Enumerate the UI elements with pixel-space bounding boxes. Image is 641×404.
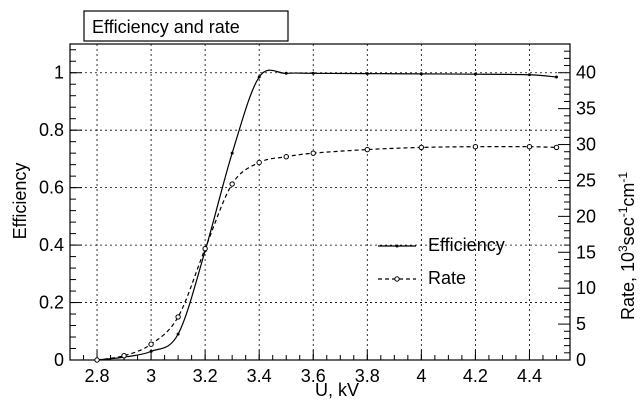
- data-point: [284, 71, 288, 75]
- x-tick-label: 3.2: [193, 366, 218, 386]
- data-point: [94, 357, 100, 363]
- y2-tick-label: 0: [576, 350, 586, 370]
- data-point: [527, 73, 531, 77]
- y2-axis-title: Rate, 103sec-1cm-1: [616, 172, 638, 320]
- data-point: [419, 72, 423, 76]
- data-point: [418, 144, 425, 151]
- y-tick-label: 0.4: [39, 235, 64, 255]
- data-point: [526, 144, 533, 150]
- legend-efficiency-marker: [395, 244, 399, 248]
- x-tick-label: 3.6: [301, 366, 326, 386]
- series-line-efficiency: [96, 69, 557, 361]
- legend-rate-marker: [394, 276, 400, 282]
- y-tick-label: 0.8: [39, 120, 64, 140]
- y-tick-label: 1: [54, 63, 64, 83]
- series-rate: [94, 144, 560, 363]
- data-point: [473, 72, 477, 76]
- data-point: [202, 245, 208, 252]
- series-efficiency: [95, 69, 558, 362]
- y2-tick-label: 15: [576, 242, 596, 262]
- data-point: [230, 151, 234, 155]
- y2-tick-label: 30: [576, 135, 596, 155]
- plot-frame: [69, 43, 571, 361]
- series-line-rate: [96, 146, 557, 361]
- chart-title: Efficiency and rate: [92, 17, 240, 37]
- x-tick-label: 4.4: [517, 366, 542, 386]
- x-tick-label: 4: [416, 366, 426, 386]
- data-point: [364, 146, 370, 153]
- data-point: [311, 71, 315, 75]
- tick-labels: 2.8 3 3.2 3.4 3.6 3.8 4 4.2 4.400.20.40.60.81051…: [39, 63, 596, 386]
- x-tick-label: 3: [146, 366, 156, 386]
- title-box: Efficiency and rate: [83, 10, 289, 42]
- axis-ticks: [70, 49, 571, 361]
- grid-lines: [70, 44, 570, 360]
- data-point: [554, 75, 558, 79]
- title-frame: [83, 10, 289, 42]
- x-tick-label: 3.8: [355, 366, 380, 386]
- data-point: [553, 144, 560, 151]
- y2-tick-label: 5: [576, 314, 586, 334]
- x-axis-title: U, kV: [315, 380, 359, 400]
- data-point: [229, 181, 235, 187]
- legend: Efficiency Rate: [378, 235, 505, 288]
- y-tick-label: 0.2: [39, 293, 64, 313]
- data-point: [365, 72, 369, 76]
- data-point: [256, 159, 262, 166]
- y2-tick-label: 35: [576, 99, 596, 119]
- data-point: [283, 154, 289, 160]
- data-series: [94, 69, 560, 363]
- data-point: [472, 144, 479, 150]
- data-point: [176, 332, 180, 336]
- y2-tick-label: 25: [576, 170, 596, 190]
- x-tick-label: 4.2: [463, 366, 488, 386]
- y-tick-label: 0.6: [39, 178, 64, 198]
- y2-tick-label: 10: [576, 278, 596, 298]
- x-tick-label: 2.8: [85, 366, 110, 386]
- legend-rate-label: Rate: [428, 268, 466, 288]
- y2-tick-label: 40: [576, 63, 596, 83]
- x-tick-label: 3.4: [247, 366, 272, 386]
- y-tick-label: 0: [54, 350, 64, 370]
- legend-efficiency-label: Efficiency: [428, 235, 505, 255]
- data-point: [175, 314, 181, 320]
- data-point: [121, 352, 127, 359]
- y2-tick-label: 20: [576, 206, 596, 226]
- plot-border: [69, 43, 571, 361]
- data-point: [148, 341, 154, 347]
- data-point: [149, 349, 153, 353]
- data-point: [257, 75, 261, 79]
- y-axis-title: Efficiency: [10, 163, 30, 240]
- data-point: [310, 150, 316, 156]
